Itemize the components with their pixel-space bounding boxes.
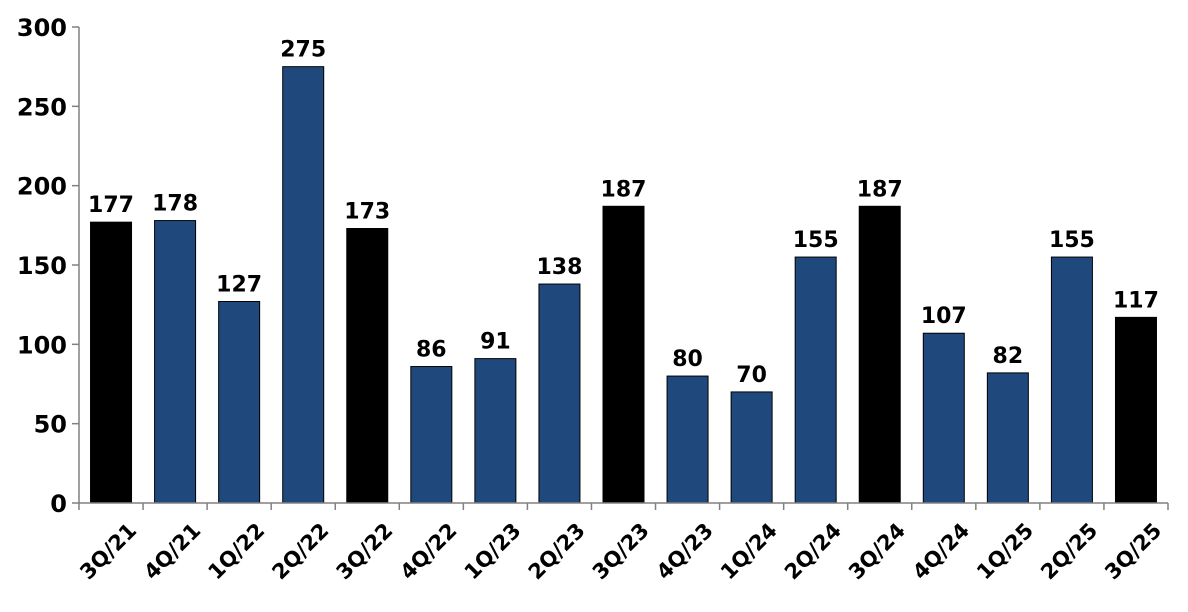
data-label: 86 (416, 338, 447, 363)
x-tick-label: 3Q/22 (332, 518, 398, 584)
x-tick-label: 4Q/21 (139, 518, 205, 584)
bar (282, 66, 325, 504)
y-tick-label: 250 (17, 93, 67, 121)
data-labels: 177 178 127 275 173 86 91 138 187 80 70 155 187 107 82… (88, 38, 1159, 388)
bar (730, 391, 773, 504)
x-tick-label: 4Q/24 (908, 518, 974, 584)
data-label: 82 (993, 344, 1024, 369)
data-label: 117 (1113, 288, 1159, 313)
x-tick-label: 3Q/23 (588, 518, 654, 584)
x-tick-label: 1Q/24 (716, 518, 782, 584)
bar (666, 375, 709, 504)
bar (858, 205, 901, 504)
y-tick-label: 200 (17, 173, 67, 201)
bar (218, 300, 261, 504)
bar (986, 372, 1029, 504)
data-label: 275 (280, 38, 326, 63)
x-axis-labels: 3Q/214Q/211Q/222Q/223Q/224Q/221Q/232Q/23… (75, 518, 1166, 584)
x-tick-label: 4Q/23 (652, 518, 718, 584)
y-tick-label: 150 (17, 252, 67, 280)
data-label: 155 (793, 228, 839, 253)
data-label: 178 (152, 192, 198, 217)
x-tick-label: 3Q/21 (75, 518, 141, 584)
data-label: 187 (857, 177, 903, 202)
data-label: 127 (216, 272, 262, 297)
y-tick-label: 100 (17, 331, 67, 359)
bar (346, 228, 389, 504)
bar (474, 358, 517, 504)
bar (794, 256, 837, 504)
bar (154, 220, 197, 504)
data-label: 138 (536, 255, 582, 280)
data-label: 80 (672, 347, 703, 372)
data-label: 107 (921, 304, 967, 329)
bars (90, 66, 1157, 504)
y-tick-label: 50 (34, 411, 67, 439)
data-label: 177 (88, 193, 134, 218)
data-label: 91 (480, 330, 511, 355)
y-tick-label: 0 (50, 490, 67, 518)
x-tick-label: 2Q/24 (780, 518, 846, 584)
bar (922, 332, 965, 504)
bar (1114, 316, 1157, 504)
x-tick-label: 2Q/23 (524, 518, 590, 584)
x-tick-label: 3Q/25 (1100, 518, 1166, 584)
data-label: 155 (1049, 228, 1095, 253)
x-tick-label: 4Q/22 (396, 518, 462, 584)
bar (1050, 256, 1093, 504)
bar (410, 366, 453, 504)
data-label: 187 (601, 177, 647, 202)
data-label: 70 (736, 363, 767, 388)
x-tick-label: 2Q/22 (267, 518, 333, 584)
data-label: 173 (344, 200, 390, 225)
x-tick-label: 2Q/25 (1036, 518, 1102, 584)
x-tick-label: 1Q/23 (460, 518, 526, 584)
x-tick-label: 1Q/25 (972, 518, 1038, 584)
bar (90, 221, 133, 504)
x-tick-label: 3Q/24 (844, 518, 910, 584)
y-axis-ticks: 0 50 100 150 200 250 300 (17, 14, 1169, 518)
x-tick-label: 1Q/22 (203, 518, 269, 584)
bar (602, 205, 645, 504)
bar (538, 283, 581, 504)
y-tick-label: 300 (17, 14, 67, 42)
